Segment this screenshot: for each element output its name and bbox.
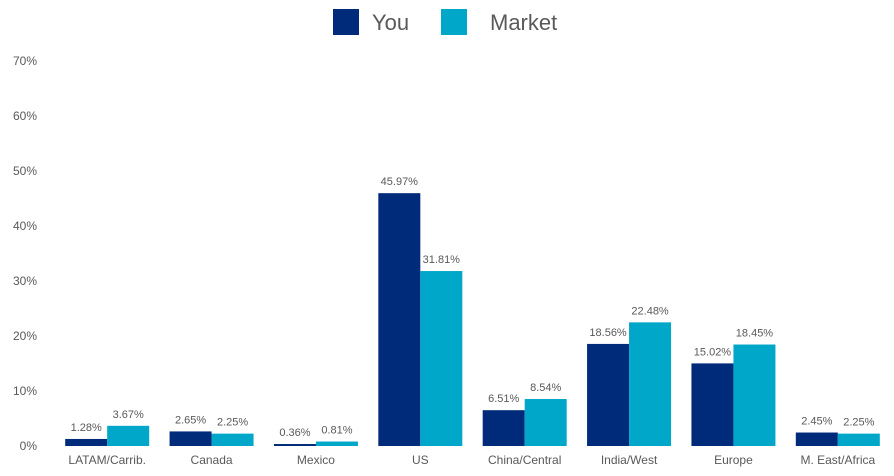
y-tick-label: 70%: [13, 54, 37, 68]
data-label: 1.28%: [71, 422, 102, 434]
bar-market: [420, 271, 463, 446]
x-category-label: India/West: [601, 453, 658, 467]
data-label: 18.56%: [589, 327, 627, 339]
data-label: 18.45%: [736, 328, 774, 340]
y-tick-label: 60%: [13, 109, 37, 123]
y-tick-label: 30%: [13, 274, 37, 288]
legend-label-you: You: [372, 10, 409, 35]
x-category-label: M. East/Africa: [800, 453, 875, 467]
bar-market: [107, 425, 150, 446]
bar-market: [315, 441, 358, 446]
y-tick-label: 50%: [13, 164, 37, 178]
x-axis: LATAM/Carrib. Canada Mexico US China/Central…: [68, 453, 875, 467]
bar-you: [482, 410, 525, 446]
y-tick-label: 40%: [13, 219, 37, 233]
legend-label-market: Market: [490, 10, 557, 35]
data-label: 8.54%: [530, 382, 561, 394]
data-label: 0.81%: [321, 425, 352, 437]
legend: You Market: [333, 9, 557, 35]
bar-market: [837, 433, 880, 446]
data-labels: 1.28% 3.67% 2.65% 2.25% 0.36% 0.81% 45.97% 31.8…: [71, 176, 875, 439]
bar-market: [733, 344, 776, 446]
data-label: 3.67%: [113, 409, 144, 421]
bar-you: [169, 431, 212, 446]
bar-you: [587, 343, 630, 446]
data-label: 45.97%: [381, 176, 419, 188]
y-tick-label: 20%: [13, 329, 37, 343]
bar-you: [378, 193, 421, 446]
x-category-label: China/Central: [488, 453, 561, 467]
data-label: 2.45%: [801, 416, 832, 428]
x-category-label: Mexico: [297, 453, 335, 467]
y-axis: 0% 10% 20% 30% 40% 50% 60% 70%: [13, 54, 37, 453]
data-label: 22.48%: [631, 305, 669, 317]
bar-you: [273, 444, 316, 446]
data-label: 6.51%: [488, 393, 519, 405]
x-category-label: LATAM/Carrib.: [68, 453, 146, 467]
data-label: 31.81%: [423, 254, 461, 266]
x-category-label: Europe: [714, 453, 753, 467]
x-category-label: US: [412, 453, 429, 467]
bar-market: [524, 399, 567, 446]
data-label: 0.36%: [279, 427, 310, 439]
x-category-label: Canada: [191, 453, 233, 467]
bar-market: [211, 433, 254, 446]
y-tick-label: 10%: [13, 384, 37, 398]
bar-you: [691, 363, 734, 446]
bar-you: [65, 438, 108, 446]
bar-you: [795, 432, 838, 446]
data-label: 2.65%: [175, 414, 206, 426]
y-tick-label: 0%: [20, 439, 38, 453]
legend-swatch-you: [333, 9, 359, 35]
data-label: 15.02%: [694, 346, 732, 358]
data-label: 2.25%: [217, 417, 248, 429]
legend-swatch-market: [441, 9, 467, 35]
bar-market: [629, 322, 672, 446]
bars: [65, 193, 880, 446]
data-label: 2.25%: [843, 417, 874, 429]
